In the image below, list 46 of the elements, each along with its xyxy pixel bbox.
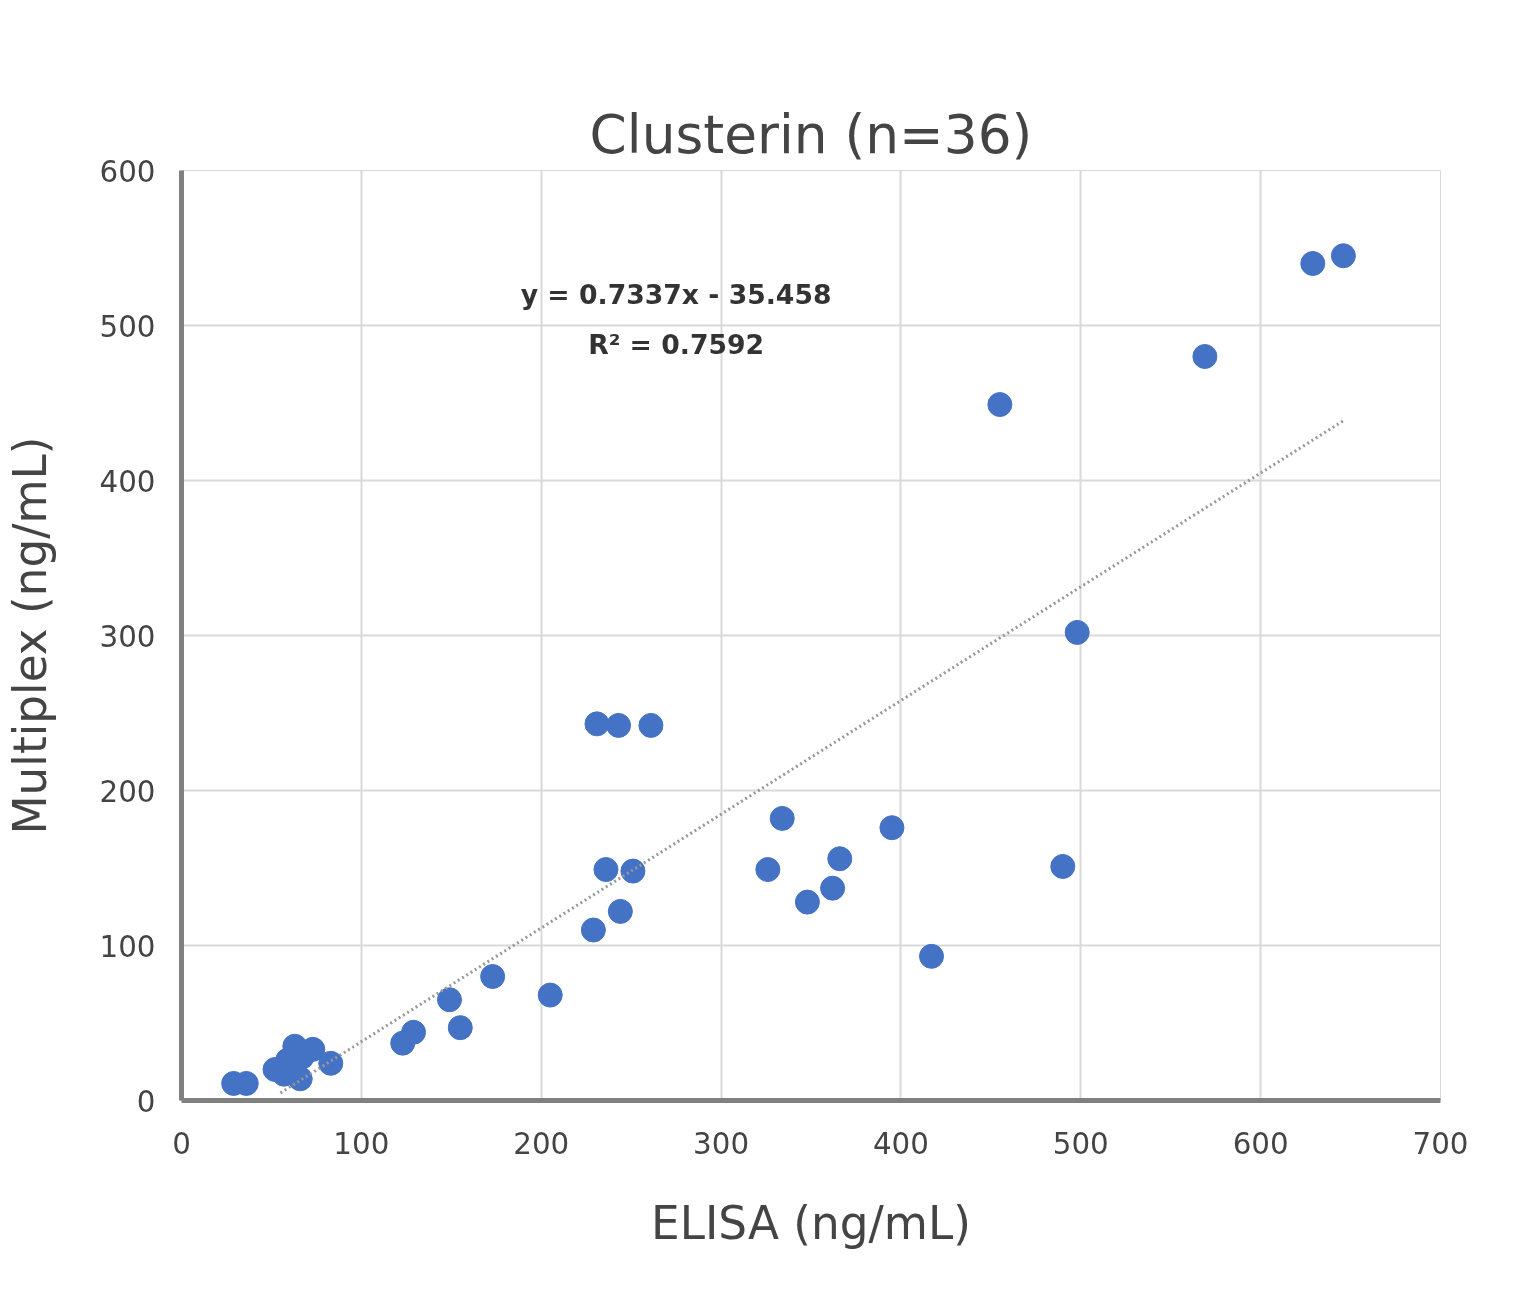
point xyxy=(620,858,646,884)
x-tick-label: 200 xyxy=(513,1126,570,1161)
y-tick-label: 300 xyxy=(99,619,156,654)
x-tick-label: 700 xyxy=(1412,1126,1469,1161)
point xyxy=(584,711,610,737)
y-tick-label: 600 xyxy=(99,154,156,189)
point xyxy=(318,1050,344,1076)
annotation: R² = 0.7592 xyxy=(588,328,765,360)
x-tick-label: 300 xyxy=(693,1126,750,1161)
point xyxy=(593,857,619,883)
point xyxy=(447,1015,473,1041)
point xyxy=(607,898,633,924)
chart-title: Clusterin (n=36) xyxy=(589,102,1033,166)
annotation: y = 0.7337x - 35.458 xyxy=(520,279,832,310)
x-tick-label: 0 xyxy=(172,1126,191,1161)
y-tick-label: 0 xyxy=(136,1084,156,1119)
x-tick-label: 100 xyxy=(333,1126,390,1161)
point xyxy=(820,875,846,901)
point xyxy=(987,392,1013,418)
y-tick-label: 200 xyxy=(99,774,156,809)
y-tick-label: 500 xyxy=(99,309,156,344)
y-axis-title: Multiplex (ng/mL) xyxy=(3,436,57,835)
point xyxy=(638,712,664,738)
point xyxy=(879,815,905,841)
point xyxy=(919,943,944,969)
point xyxy=(1300,251,1326,276)
point xyxy=(755,857,781,883)
point xyxy=(1330,243,1356,269)
x-tick-label: 500 xyxy=(1052,1126,1109,1161)
point xyxy=(480,964,506,989)
point xyxy=(436,987,462,1013)
x-axis-title: ELISA (ng/mL) xyxy=(651,1196,971,1250)
y-tick-label: 400 xyxy=(99,464,156,499)
y-tick-label: 100 xyxy=(99,929,156,964)
point xyxy=(1050,853,1076,879)
point xyxy=(537,982,563,1008)
x-tick-label: 600 xyxy=(1232,1126,1289,1161)
point xyxy=(390,1030,416,1056)
point xyxy=(827,846,853,872)
x-tick-label: 400 xyxy=(872,1126,929,1161)
point xyxy=(794,889,820,915)
point xyxy=(606,712,632,738)
point xyxy=(769,805,795,831)
point xyxy=(1064,619,1090,645)
point xyxy=(1192,344,1218,369)
point xyxy=(580,917,606,943)
